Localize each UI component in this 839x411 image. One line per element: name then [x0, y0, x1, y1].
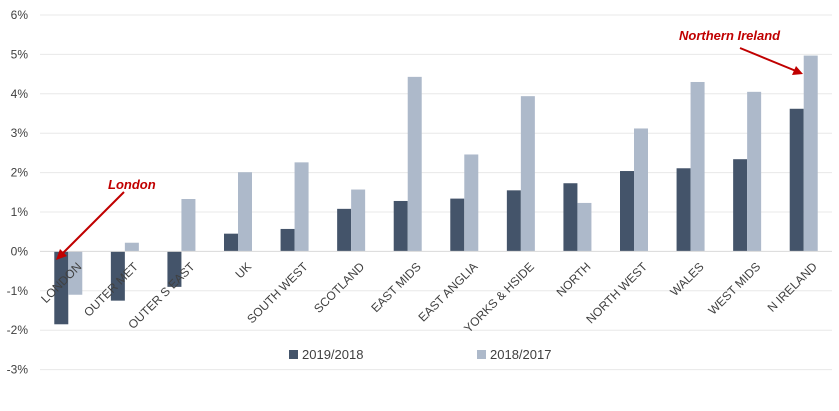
bar-series-2018-2017 [68, 251, 83, 295]
bar-series-2019-2018 [393, 200, 408, 252]
y-tick-label: 2% [11, 166, 29, 180]
category-label: EAST MIDS [368, 260, 423, 315]
bar-series-2019-2018 [54, 251, 69, 325]
category-label: WEST MIDS [705, 260, 763, 318]
y-tick-label: 5% [11, 47, 29, 61]
bar-series-2019-2018 [450, 198, 465, 252]
category-label: WALES [667, 260, 706, 299]
category-label: NORTH WEST [583, 259, 650, 326]
bar-series-2019-2018 [110, 251, 125, 301]
legend-swatch-2019-2018 [289, 350, 298, 359]
gridlines [40, 14, 832, 371]
legend-label-2018-2017: 2018/2017 [490, 347, 551, 362]
y-tick-label: 6% [11, 8, 29, 22]
annotation-ni-arrowhead [792, 66, 803, 75]
y-tick-label: -3% [7, 363, 29, 377]
bar-series-2018-2017 [294, 162, 309, 252]
bar-series-2019-2018 [676, 168, 691, 252]
y-tick-label: -2% [7, 323, 29, 337]
bar-series-2018-2017 [464, 154, 479, 252]
annotation-london-arrow [61, 191, 125, 255]
y-tick-label: -1% [7, 284, 29, 298]
y-axis-ticks: 6% 5% 4% 3% 2% 1% 0% -1% -2% -3% [7, 8, 29, 377]
category-label: UK [232, 260, 254, 282]
y-tick-label: 0% [11, 244, 29, 258]
bar-series-2018-2017 [690, 81, 705, 252]
annotation-london-arrowhead [56, 249, 67, 260]
bar-series-2019-2018 [280, 228, 295, 252]
category-label: SOUTH WEST [244, 259, 311, 326]
bar-series-2018-2017 [181, 198, 196, 252]
legend: 2019/2018 2018/2017 [289, 347, 551, 362]
bar-series-2018-2017 [351, 189, 366, 252]
y-tick-label: 4% [11, 87, 29, 101]
annotation-ni-arrow [739, 47, 797, 72]
bar-series-2019-2018 [224, 233, 238, 252]
y-tick-label: 3% [11, 126, 29, 140]
bar-series-2018-2017 [238, 172, 252, 252]
bars [54, 55, 818, 325]
bar-series-2018-2017 [520, 96, 535, 252]
category-label: NORTH [554, 260, 594, 300]
bar-series-2019-2018 [620, 171, 634, 252]
bar-series-2018-2017 [634, 128, 648, 252]
bar-series-2018-2017 [407, 76, 422, 252]
legend-swatch-2018-2017 [477, 350, 486, 359]
annotations: London Northern Ireland [56, 28, 803, 260]
y-tick-label: 1% [11, 205, 29, 219]
bar-series-2019-2018 [733, 159, 748, 252]
category-label: SCOTLAND [311, 259, 367, 315]
legend-label-2019-2018: 2019/2018 [302, 347, 363, 362]
bar-series-2018-2017 [747, 91, 762, 252]
category-label: N IRELAND [765, 259, 820, 314]
bar-series-2018-2017 [577, 202, 592, 252]
bar-series-2019-2018 [789, 108, 804, 252]
bar-series-2019-2018 [167, 251, 182, 287]
bar-series-2018-2017 [124, 242, 139, 252]
bar-series-2019-2018 [563, 183, 578, 252]
bar-series-2018-2017 [803, 55, 818, 252]
annotation-northern-ireland: Northern Ireland [679, 28, 781, 43]
bar-series-2019-2018 [337, 208, 352, 252]
annotation-london: London [108, 177, 156, 192]
bar-series-2019-2018 [506, 190, 521, 252]
